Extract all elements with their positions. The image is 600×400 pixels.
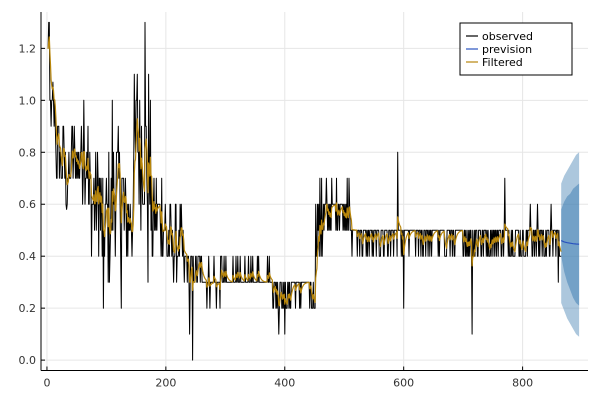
legend: observed prevision Filtered [459,22,573,76]
x-tick-label: 600 [393,377,414,390]
legend-label-filtered: Filtered [482,56,523,69]
forecast-band-inner [561,183,580,306]
legend-label-prevision: prevision [482,43,532,56]
legend-label-observed: observed [482,30,533,43]
x-tick-label: 400 [274,377,295,390]
y-tick-label: 1.2 [19,42,37,55]
series-prevision-line [560,240,580,245]
x-tick-label: 800 [512,377,533,390]
y-tick-label: 0.6 [19,198,37,211]
series [47,21,580,361]
series-filtered-line [47,36,562,307]
x-tick-label: 200 [155,377,176,390]
y-tick-label: 1.0 [19,94,37,107]
y-tick-label: 0.4 [19,250,37,263]
y-tick-label: 0.8 [19,146,37,159]
x-tick-label: 0 [43,377,50,390]
legend-box [459,22,573,76]
series-observed-line [47,21,562,361]
forecast-bands [561,152,580,337]
y-tick-label: 0.2 [19,302,37,315]
axes [40,12,588,371]
ticks: 0 200 400 600 800 0.0 0.2 0.4 0.6 0.8 1.0 1.2 [19,42,534,389]
y-tick-label: 0.0 [19,354,37,367]
